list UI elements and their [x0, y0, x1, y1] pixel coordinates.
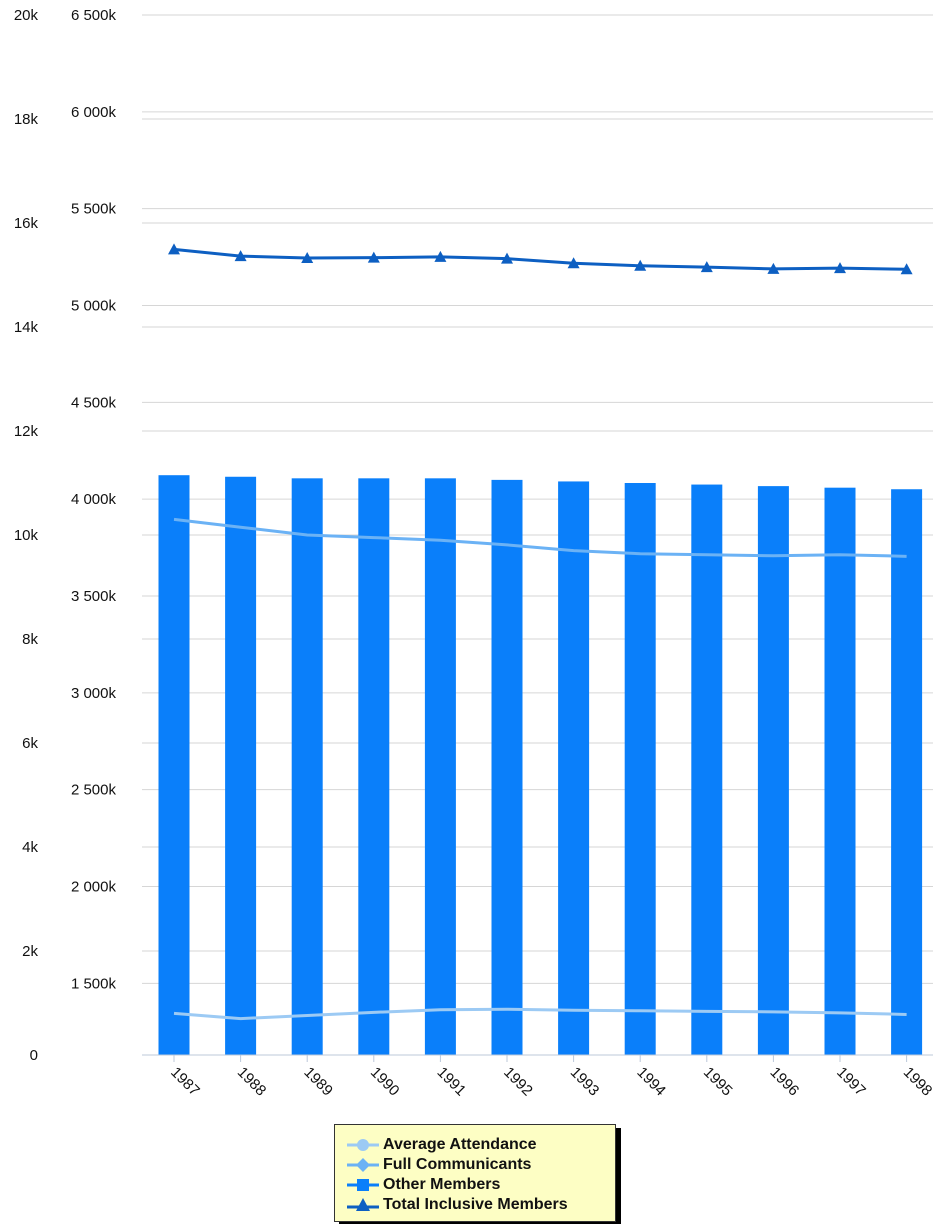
- bar-1993: [558, 481, 590, 1055]
- y-left-tick-label: 16k: [14, 215, 39, 232]
- bar-series-other-members: [158, 475, 923, 1055]
- bar-1988: [225, 476, 257, 1055]
- triangle-marker: [168, 243, 180, 255]
- legend-item-total-inclusive-members[interactable]: Total Inclusive Members: [347, 1195, 605, 1215]
- triangle-marker: [767, 262, 780, 274]
- legend-label: Average Attendance: [383, 1136, 537, 1153]
- triangle-marker: [900, 263, 913, 275]
- line-average-attendance: [173, 1007, 907, 1021]
- y-right-tick-label: 5 000k: [71, 298, 117, 315]
- x-axis: 1987 1988 1989 1990 1991 1992 1993 1994 1995 1996…: [167, 1055, 933, 1099]
- y-left-tick-label: 10k: [14, 527, 39, 544]
- circle-marker-icon: [347, 1139, 379, 1151]
- triangle-marker-icon: [347, 1198, 379, 1211]
- y-right-tick-label: 6 500k: [71, 7, 117, 24]
- bar-1992: [491, 479, 523, 1055]
- x-tick-label: 1995: [700, 1064, 736, 1100]
- triangle-marker: [567, 257, 580, 269]
- x-tick-label: 1989: [300, 1064, 336, 1100]
- legend-label: Full Communicants: [383, 1156, 532, 1173]
- bar-1990: [358, 478, 390, 1055]
- y-axis-right: 1 500k 2 000k 2 500k 3 000k 3 500k 4 000k 4 50…: [71, 7, 117, 992]
- chart-canvas: 0 2k 4k 6k 8k 10k 12k 14k 16k 18k 20k 1 500k 2 000k…: [14, 7, 933, 1099]
- y-left-tick-label: 0: [30, 1047, 38, 1064]
- diamond-marker-icon: [347, 1158, 379, 1172]
- x-tick-label: 1996: [767, 1064, 803, 1100]
- square-marker-icon: [347, 1179, 379, 1191]
- gridlines: [142, 14, 933, 984]
- triangle-marker: [834, 262, 846, 274]
- x-tick-label: 1997: [833, 1064, 869, 1100]
- bar-1996: [757, 486, 789, 1055]
- y-right-tick-label: 1 500k: [71, 975, 117, 992]
- y-right-tick-label: 3 500k: [71, 588, 117, 605]
- triangle-marker: [700, 261, 713, 273]
- bar-1997: [824, 487, 856, 1055]
- legend: Average Attendance Full Communicants Oth…: [334, 1124, 616, 1222]
- y-axis-left: 0 2k 4k 6k 8k 10k 12k 14k 16k 18k 20k: [14, 7, 39, 1064]
- y-right-tick-label: 6 000k: [71, 104, 117, 121]
- y-right-tick-label: 5 500k: [71, 201, 117, 218]
- triangle-marker: [301, 252, 314, 264]
- bar-1989: [291, 478, 323, 1055]
- y-left-tick-label: 8k: [22, 631, 38, 648]
- x-tick-label: 1990: [367, 1064, 403, 1100]
- y-left-tick-label: 12k: [14, 423, 39, 440]
- y-left-tick-label: 4k: [22, 839, 38, 856]
- y-right-tick-label: 3 000k: [71, 685, 117, 702]
- y-right-tick-label: 4 000k: [71, 491, 117, 508]
- bar-1991: [424, 478, 456, 1055]
- y-right-tick-label: 2 500k: [71, 782, 117, 799]
- triangle-marker: [434, 250, 447, 262]
- x-tick-label: 1988: [234, 1064, 270, 1100]
- bar-1998: [891, 489, 923, 1055]
- legend-label: Total Inclusive Members: [383, 1196, 568, 1213]
- triangle-marker: [234, 250, 247, 262]
- x-tick-label: 1994: [633, 1064, 669, 1100]
- line-series: [168, 243, 913, 1021]
- legend-item-average-attendance[interactable]: Average Attendance: [347, 1135, 605, 1155]
- line-full-communicants: [173, 517, 907, 558]
- bar-1994: [624, 483, 656, 1055]
- triangle-marker: [367, 251, 380, 263]
- x-tick-label: 1993: [567, 1064, 603, 1100]
- x-tick-label: 1987: [167, 1064, 203, 1100]
- y-right-tick-label: 4 500k: [71, 394, 117, 411]
- bar-1987: [158, 475, 190, 1055]
- line-total-inclusive-members: [173, 247, 907, 271]
- legend-label: Other Members: [383, 1176, 501, 1193]
- triangle-marker: [501, 252, 513, 264]
- y-left-tick-label: 2k: [22, 943, 38, 960]
- legend-item-full-communicants[interactable]: Full Communicants: [347, 1155, 605, 1175]
- legend-item-other-members[interactable]: Other Members: [347, 1175, 605, 1195]
- y-left-tick-label: 6k: [22, 735, 38, 752]
- x-tick-label: 1991: [434, 1064, 470, 1100]
- y-left-tick-label: 20k: [14, 7, 39, 24]
- triangle-marker: [634, 259, 647, 271]
- x-tick-label: 1998: [900, 1064, 933, 1100]
- y-right-tick-label: 2 000k: [71, 879, 117, 896]
- x-tick-label: 1992: [500, 1064, 536, 1100]
- y-left-tick-label: 14k: [14, 319, 39, 336]
- y-left-tick-label: 18k: [14, 111, 39, 128]
- bar-1995: [691, 484, 723, 1055]
